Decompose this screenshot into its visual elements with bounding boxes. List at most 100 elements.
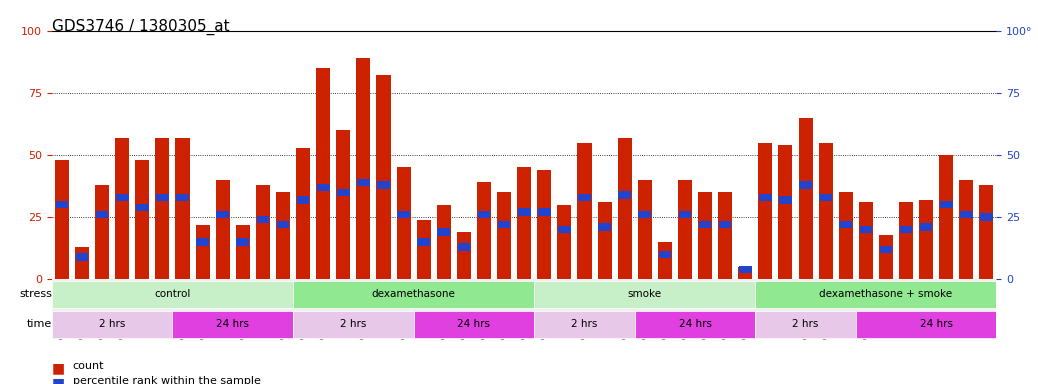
Bar [136, 204, 148, 211]
Bar [939, 201, 953, 209]
Bar [237, 238, 249, 246]
Bar [780, 196, 792, 204]
Bar [759, 142, 772, 279]
Text: 2 hrs: 2 hrs [99, 319, 126, 329]
Bar [778, 145, 792, 279]
Text: ■: ■ [52, 361, 65, 375]
Text: time: time [27, 319, 52, 329]
Bar [535, 311, 634, 338]
Bar [756, 311, 855, 338]
Bar [855, 311, 1016, 338]
Bar [637, 180, 652, 279]
Bar [538, 170, 551, 279]
Bar [414, 311, 535, 338]
Bar [658, 251, 672, 258]
Bar [397, 167, 411, 279]
Bar [417, 238, 430, 246]
Bar [377, 76, 390, 279]
Text: 2 hrs: 2 hrs [571, 319, 598, 329]
Bar [699, 221, 711, 228]
Bar [356, 58, 371, 279]
Bar [920, 223, 932, 231]
Bar [458, 243, 470, 251]
Bar [115, 137, 130, 279]
Bar [293, 281, 535, 308]
Bar [116, 194, 129, 201]
Bar [236, 225, 250, 279]
Bar [293, 311, 414, 338]
Bar [557, 205, 571, 279]
Bar [738, 267, 753, 279]
Bar [799, 181, 812, 189]
Bar [172, 311, 293, 338]
Bar [175, 137, 190, 279]
Bar [256, 216, 269, 223]
Bar [960, 211, 973, 218]
Bar [297, 196, 309, 204]
Bar [718, 192, 732, 279]
Bar [196, 238, 209, 246]
Bar [498, 221, 511, 228]
Text: 24 hrs: 24 hrs [458, 319, 490, 329]
Bar [156, 194, 169, 201]
Text: control: control [155, 289, 191, 299]
Bar [879, 246, 893, 253]
Bar [416, 220, 431, 279]
Text: count: count [73, 361, 104, 371]
Bar [859, 226, 872, 233]
Bar [477, 211, 490, 218]
Bar [839, 192, 853, 279]
Bar [377, 181, 390, 189]
Bar [619, 191, 631, 199]
Bar [598, 223, 611, 231]
Bar [437, 228, 450, 236]
Bar [517, 167, 531, 279]
Bar [296, 147, 310, 279]
Bar [336, 130, 351, 279]
Text: 24 hrs: 24 hrs [216, 319, 249, 329]
Text: GDS3746 / 1380305_at: GDS3746 / 1380305_at [52, 19, 229, 35]
Bar [980, 214, 992, 221]
Bar [618, 137, 632, 279]
Bar [476, 182, 491, 279]
Bar [638, 211, 651, 218]
Bar [679, 211, 691, 218]
Bar [216, 180, 229, 279]
Bar [598, 202, 611, 279]
Bar [216, 211, 229, 218]
Bar [52, 281, 293, 308]
Bar [959, 180, 974, 279]
Bar [95, 211, 109, 218]
Bar [858, 202, 873, 279]
Bar [398, 211, 410, 218]
Text: 2 hrs: 2 hrs [792, 319, 819, 329]
Bar [819, 194, 832, 201]
Bar [277, 221, 290, 228]
Bar [900, 226, 912, 233]
Bar [678, 180, 692, 279]
Bar [756, 281, 1016, 308]
Bar [437, 205, 450, 279]
Bar [535, 281, 756, 308]
Text: smoke: smoke [628, 289, 662, 299]
Bar [195, 225, 210, 279]
Bar [719, 221, 732, 228]
Text: percentile rank within the sample: percentile rank within the sample [73, 376, 261, 384]
Bar [658, 242, 672, 279]
Bar [176, 194, 189, 201]
Text: dexamethasone: dexamethasone [372, 289, 456, 299]
Bar [939, 155, 953, 279]
Bar [798, 118, 813, 279]
Bar [879, 235, 893, 279]
Bar [497, 192, 511, 279]
Bar [156, 137, 169, 279]
Bar [578, 194, 591, 201]
Text: 24 hrs: 24 hrs [679, 319, 711, 329]
Bar [840, 221, 852, 228]
Bar [759, 194, 771, 201]
Bar [76, 253, 88, 261]
Text: 24 hrs: 24 hrs [920, 319, 953, 329]
Bar [317, 184, 329, 191]
Bar [55, 160, 69, 279]
Bar [317, 68, 330, 279]
